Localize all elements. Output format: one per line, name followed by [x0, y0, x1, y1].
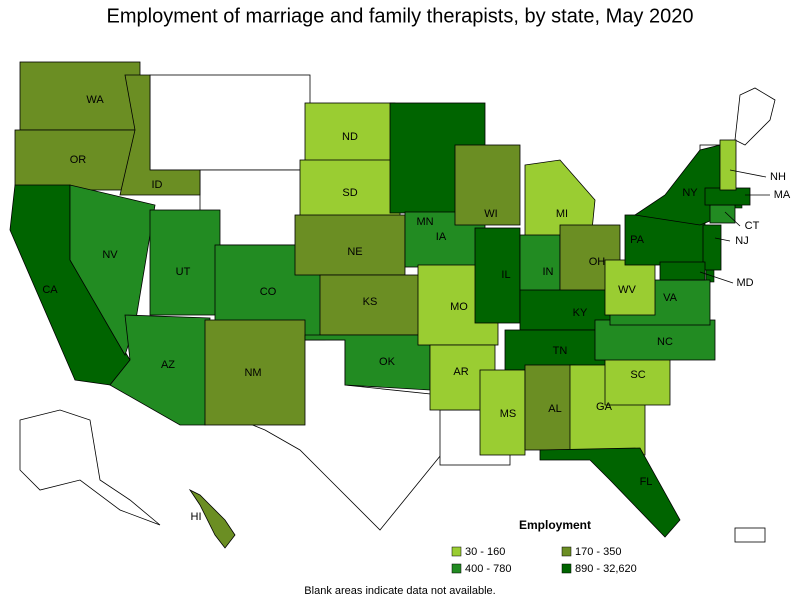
leader-line [714, 237, 731, 242]
state [294, 214, 406, 276]
state [702, 224, 722, 271]
state-label: HI [191, 511, 202, 523]
state-label: ND [342, 131, 358, 143]
leader-line [724, 211, 741, 227]
state-label: OH [589, 256, 606, 268]
state [594, 319, 716, 361]
state-label: OR [70, 154, 87, 166]
state [719, 139, 737, 191]
state-label: MI [556, 208, 568, 220]
state-label: WA [86, 94, 104, 106]
state-label: OK [379, 356, 396, 368]
state-label: WV [618, 284, 636, 296]
state-label: CO [260, 286, 277, 298]
state-label: IL [501, 269, 510, 281]
state [659, 261, 706, 281]
state-label: MN [416, 216, 433, 228]
state-label: NY [682, 187, 698, 199]
state-blank [149, 74, 311, 171]
state [204, 319, 306, 426]
legend-title: Employment [519, 518, 591, 532]
states [9, 61, 751, 549]
state [188, 488, 236, 549]
state-label: CT [745, 220, 760, 232]
state-label: UT [176, 266, 191, 278]
state-label: NE [347, 246, 362, 258]
state-label: MS [500, 408, 517, 420]
state [19, 61, 141, 131]
state-label: GA [596, 401, 613, 413]
state-label: TN [553, 345, 568, 357]
state-label: SD [342, 187, 357, 199]
state-label: KY [573, 307, 588, 319]
state [149, 209, 221, 316]
state-label: IN [543, 266, 554, 278]
state [479, 369, 526, 456]
state-label: MD [736, 277, 753, 289]
state-label: PA [630, 234, 645, 246]
legend-swatch [451, 563, 462, 574]
state [454, 144, 521, 226]
legend-swatch [561, 546, 572, 557]
legend-swatch [451, 546, 462, 557]
state-label: AL [548, 403, 561, 415]
state [539, 447, 681, 538]
legend-label: 890 - 32,620 [575, 563, 637, 575]
state [304, 102, 396, 162]
state [299, 159, 401, 219]
state-label: NV [102, 249, 118, 261]
state-label: WI [484, 208, 497, 220]
note: Blank areas indicate data not available. [304, 585, 495, 597]
state-label: AZ [161, 359, 175, 371]
legend: 30 - 160 170 - 350 400 - 780 890 - 32,620 [451, 546, 637, 575]
leader-line [699, 271, 734, 284]
state [109, 314, 211, 426]
state-blank [734, 87, 776, 146]
state-blank [734, 527, 766, 543]
state [604, 259, 656, 316]
state-label: IA [436, 231, 447, 243]
state-label: NJ [735, 235, 748, 247]
state-label: FL [640, 476, 653, 488]
state-label: MA [774, 189, 791, 201]
state-blank [19, 409, 161, 526]
state-label: MO [450, 301, 468, 313]
legend-label: 170 - 350 [575, 546, 621, 558]
state-label: VA [663, 292, 678, 304]
state-label: KS [363, 296, 378, 308]
state [119, 74, 201, 196]
state-label: ID [152, 179, 163, 191]
map-title: Employment of marriage and family therap… [107, 5, 694, 27]
state-label: NC [657, 336, 673, 348]
legend-swatch [561, 563, 572, 574]
state-label: AR [453, 366, 468, 378]
state-label: NM [244, 367, 261, 379]
state-label: CA [42, 284, 58, 296]
legend-label: 30 - 160 [465, 546, 505, 558]
state [704, 187, 751, 206]
state [709, 204, 736, 224]
state-label: SC [630, 369, 645, 381]
state-label: NH [770, 171, 786, 183]
state [474, 227, 521, 324]
legend-label: 400 - 780 [465, 563, 511, 575]
state [319, 274, 426, 336]
leader-line [729, 169, 767, 178]
